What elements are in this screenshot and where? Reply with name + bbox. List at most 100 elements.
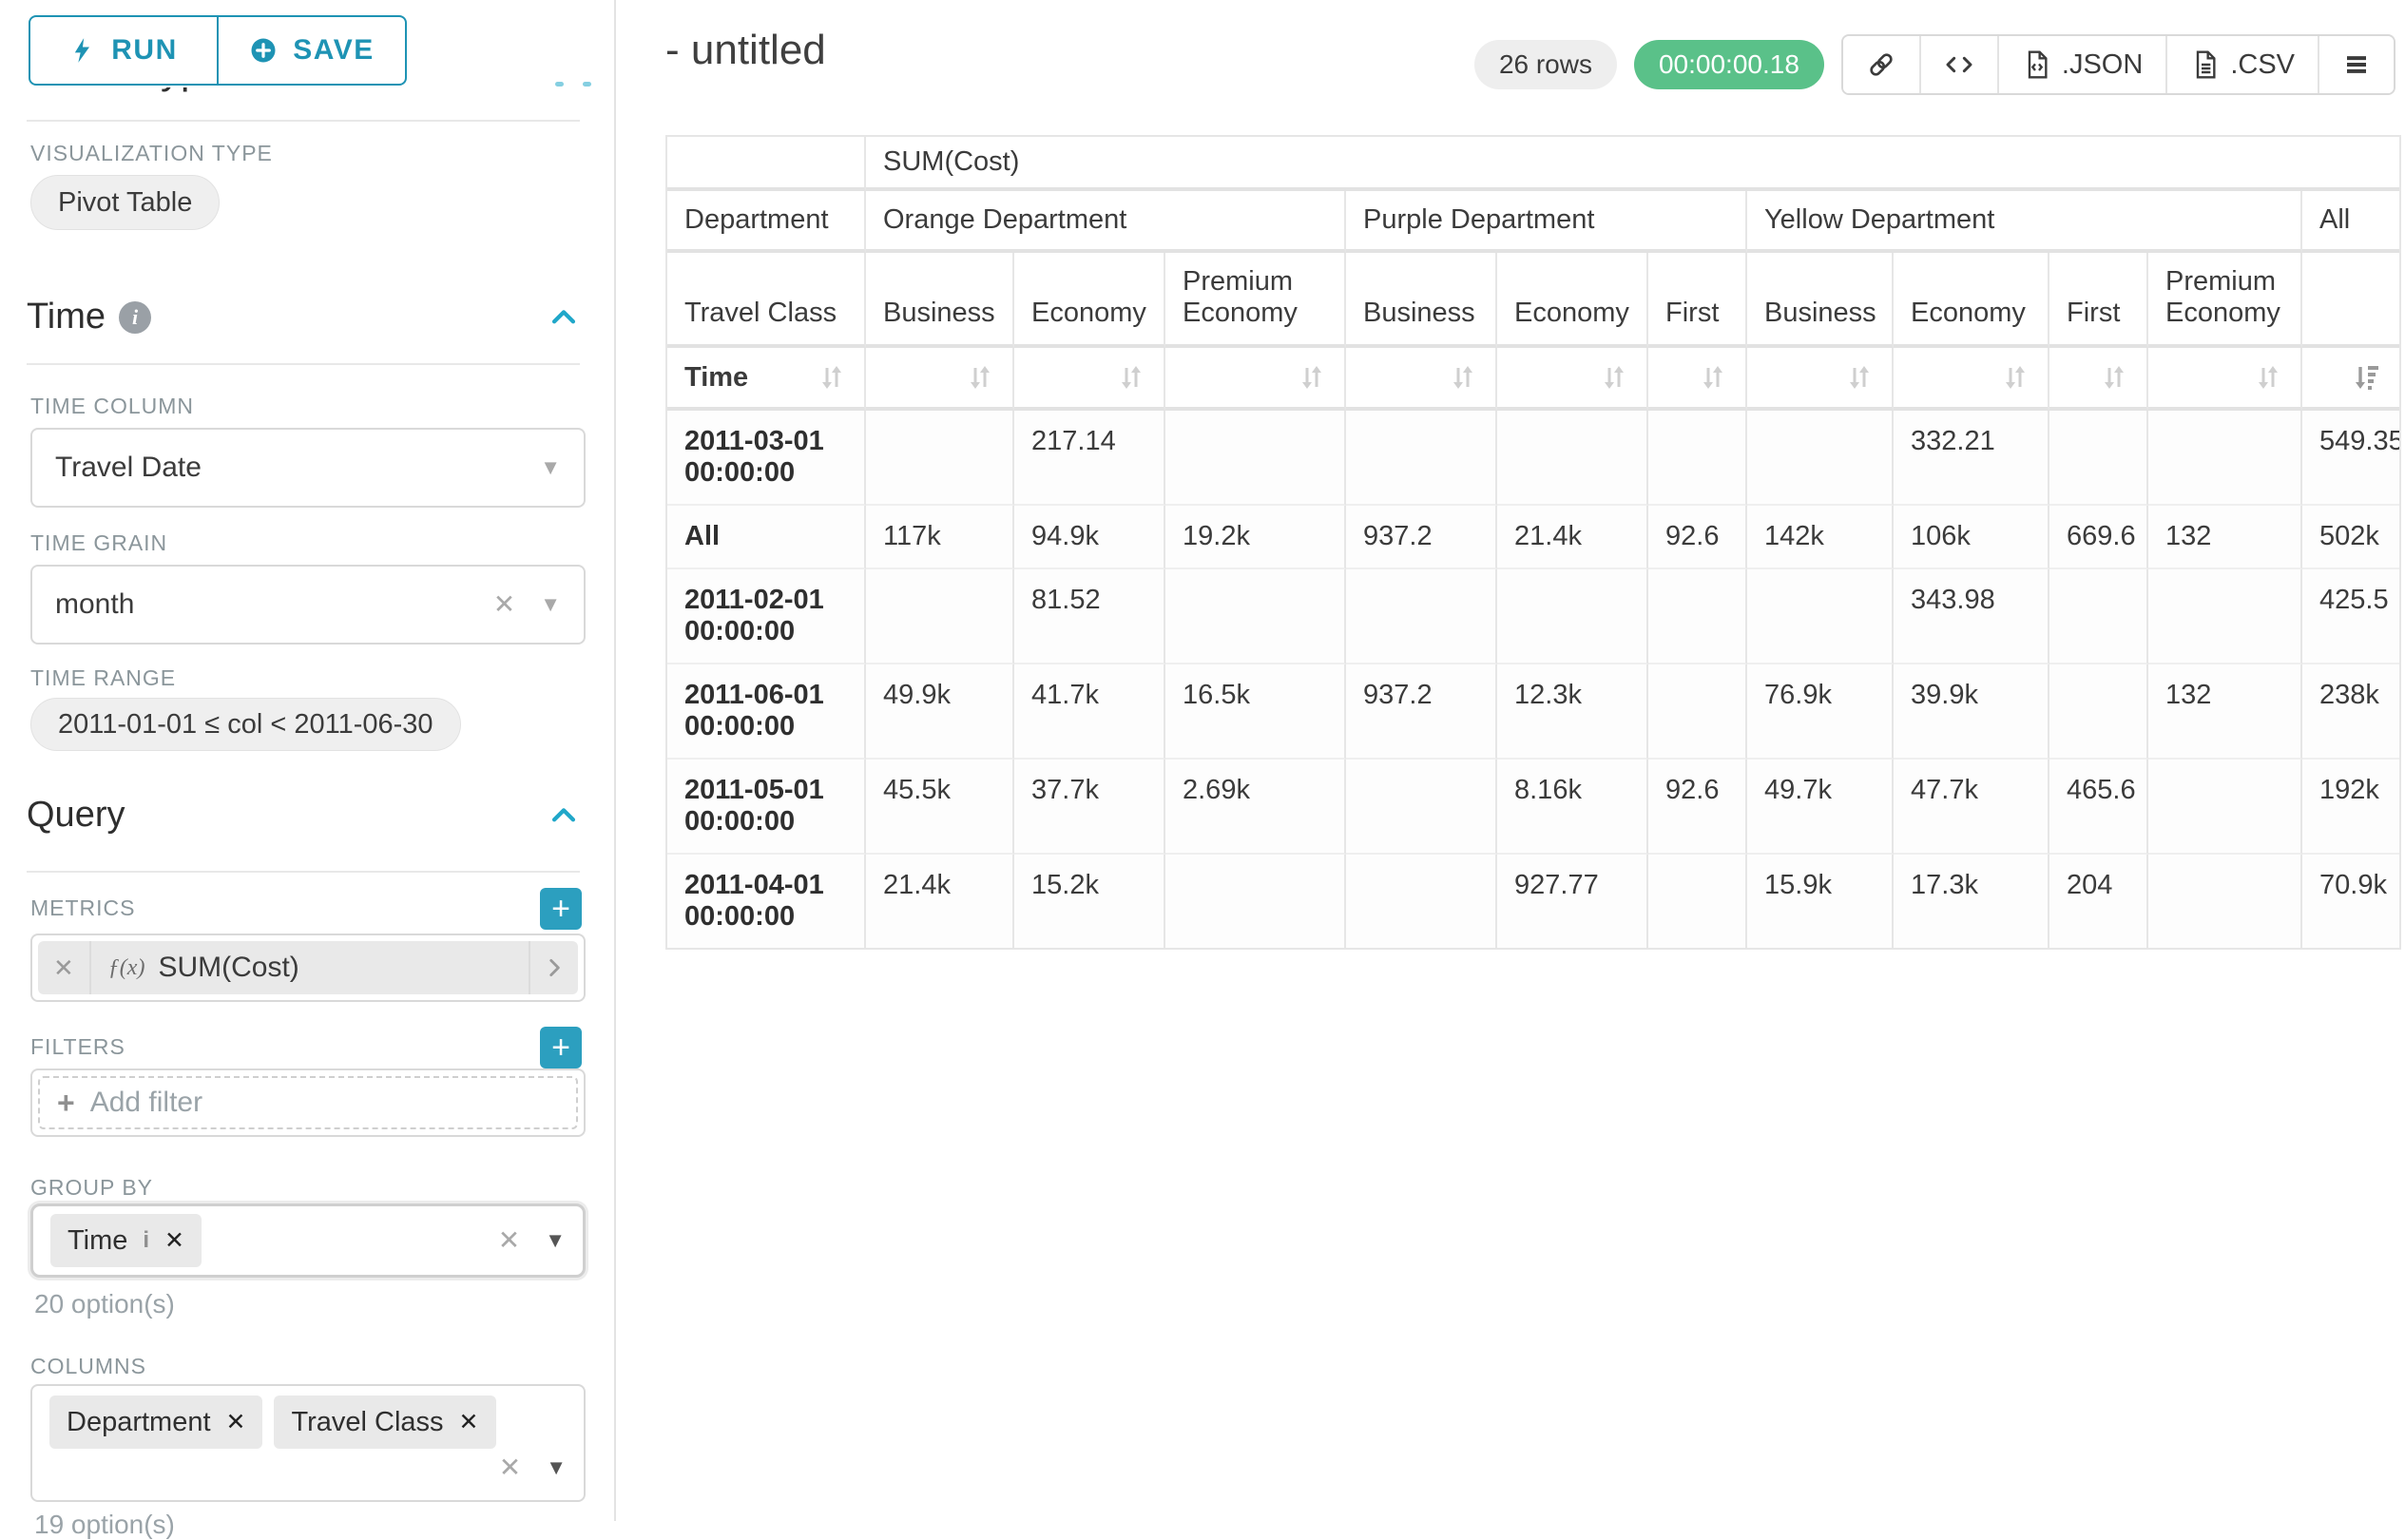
visualization-type-pill[interactable]: Pivot Table: [30, 175, 221, 230]
sort-icon[interactable]: [815, 361, 847, 394]
add-filter-plus-button[interactable]: +: [540, 1027, 582, 1068]
lightning-icon: [69, 37, 96, 64]
caret-down-icon: ▼: [540, 592, 561, 616]
subheader-cell: [2302, 253, 2400, 348]
pivot-cell: 12.3k: [1497, 664, 1648, 760]
pivot-cell: [1747, 411, 1894, 506]
columns-select[interactable]: Department ✕ Travel Class ✕ ✕ ▼: [30, 1384, 586, 1502]
chart-title[interactable]: - untitled: [665, 27, 826, 73]
sort-header-cell[interactable]: [1648, 348, 1747, 411]
time-sort-header-cell[interactable]: Time: [667, 348, 866, 411]
time-grain-label: TIME GRAIN: [30, 530, 168, 555]
query-section-header[interactable]: Query: [27, 795, 580, 836]
sort-header-cell[interactable]: [2049, 348, 2148, 411]
query-section-title: Query: [27, 795, 125, 835]
pivot-cell: 76.9k: [1747, 664, 1894, 760]
pivot-cell: 465.6: [2049, 760, 2148, 855]
add-filter-button[interactable]: + Add filter: [38, 1076, 578, 1129]
metrics-label: METRICS: [30, 895, 136, 920]
remove-tag-icon[interactable]: ✕: [458, 1409, 479, 1435]
pivot-cell: [1165, 569, 1346, 664]
pivot-cell: 669.6: [2049, 506, 2148, 569]
time-range-pill[interactable]: 2011-01-01 ≤ col < 2011-06-30: [30, 698, 461, 751]
sort-icon[interactable]: [1446, 361, 1478, 394]
subheader-cell: Economy: [1894, 253, 2049, 348]
pivot-cell: 2.69k: [1165, 760, 1346, 855]
pivot-cell: 142k: [1747, 506, 1894, 569]
pivot-cell: 117k: [866, 506, 1014, 569]
columns-tag-label: Travel Class: [291, 1406, 444, 1437]
sort-header-cell[interactable]: [866, 348, 1014, 411]
pivot-row: 2011-04-01 00:00:00 21.4k 15.2k 927.77 15.9k…: [667, 855, 2400, 948]
pivot-cell: [2148, 760, 2302, 855]
time-column-label: TIME COLUMN: [30, 394, 194, 418]
sort-icon[interactable]: [1597, 361, 1629, 394]
panel-resize-dots-icon[interactable]: [555, 82, 591, 87]
sort-icon[interactable]: [2097, 361, 2129, 394]
sort-icon[interactable]: [1842, 361, 1875, 394]
save-button-label: SAVE: [293, 34, 375, 66]
filters-label: FILTERS: [30, 1034, 125, 1059]
sort-header-cell[interactable]: [1014, 348, 1165, 411]
sort-header-cell[interactable]: [1747, 348, 1894, 411]
sort-header-cell[interactable]: [2148, 348, 2302, 411]
file-csv-icon: [2190, 49, 2221, 80]
pivot-table-grid: SUM(Cost) Department Orange Department P…: [665, 135, 2402, 950]
clear-icon[interactable]: ✕: [497, 1225, 521, 1255]
pivot-cell: [2049, 411, 2148, 506]
sort-header-cell[interactable]: [1346, 348, 1497, 411]
chevron-up-icon[interactable]: [548, 799, 580, 832]
subheader-cell: Business: [1747, 253, 1894, 348]
export-json-button[interactable]: .JSON: [1998, 36, 2168, 93]
add-metric-button[interactable]: +: [540, 888, 582, 930]
time-section-header[interactable]: Time i: [27, 297, 580, 337]
clear-icon[interactable]: ✕: [492, 589, 516, 619]
sort-icon[interactable]: [2251, 361, 2283, 394]
sort-descending-icon[interactable]: [2350, 361, 2382, 394]
sort-header-cell[interactable]: [1497, 348, 1648, 411]
pivot-row-label: 2011-03-01 00:00:00: [667, 411, 866, 506]
clear-icon[interactable]: ✕: [498, 1453, 522, 1482]
pivot-row: 2011-06-01 00:00:00 49.9k 41.7k 16.5k 937.2 1…: [667, 664, 2400, 760]
hamburger-menu-icon: [2342, 50, 2371, 79]
group-header-cell: Purple Department: [1346, 191, 1747, 253]
department-header-cell: Department: [667, 191, 866, 253]
sort-icon[interactable]: [1998, 361, 2030, 394]
time-column-select[interactable]: Travel Date ▼: [30, 428, 586, 508]
group-by-select[interactable]: Time i ✕ ✕ ▼: [30, 1203, 586, 1278]
remove-metric-icon[interactable]: ✕: [38, 941, 91, 994]
export-csv-label: .CSV: [2230, 48, 2295, 80]
run-button[interactable]: RUN: [29, 15, 219, 86]
save-button[interactable]: SAVE: [217, 15, 407, 86]
sort-icon[interactable]: [1295, 361, 1327, 394]
pivot-cell: 8.16k: [1497, 760, 1648, 855]
sort-icon[interactable]: [1696, 361, 1728, 394]
remove-tag-icon[interactable]: ✕: [164, 1227, 184, 1254]
remove-tag-icon[interactable]: ✕: [225, 1409, 246, 1435]
sort-icon[interactable]: [1114, 361, 1146, 394]
copy-link-button[interactable]: [1842, 36, 1921, 93]
plus-icon: +: [57, 1085, 75, 1120]
metric-pill[interactable]: ✕ ƒ(x) SUM(Cost): [38, 941, 578, 994]
sort-icon[interactable]: [963, 361, 995, 394]
sort-header-cell[interactable]: [1165, 348, 1346, 411]
time-section-title: Time: [27, 297, 106, 337]
pivot-cell: 49.9k: [866, 664, 1014, 760]
expand-metric-button[interactable]: [529, 941, 578, 994]
pivot-cell: 15.9k: [1747, 855, 1894, 948]
pivot-cell: 217.14: [1014, 411, 1165, 506]
export-csv-button[interactable]: .CSV: [2167, 36, 2319, 93]
pivot-cell: 192k: [2302, 760, 2400, 855]
pivot-cell: 549.35: [2302, 411, 2400, 506]
menu-button[interactable]: [2319, 36, 2394, 93]
view-query-button[interactable]: [1920, 36, 1999, 93]
file-json-icon: [2022, 49, 2052, 80]
pivot-cell: [1497, 569, 1648, 664]
time-grain-select[interactable]: month ✕ ▼: [30, 565, 586, 645]
chevron-up-icon[interactable]: [548, 301, 580, 334]
sort-header-cell[interactable]: [1894, 348, 2049, 411]
pivot-cell: [1648, 569, 1747, 664]
sort-header-cell-active[interactable]: [2302, 348, 2400, 411]
metric-value: SUM(Cost): [158, 952, 299, 983]
group-by-label: GROUP BY: [30, 1175, 153, 1200]
